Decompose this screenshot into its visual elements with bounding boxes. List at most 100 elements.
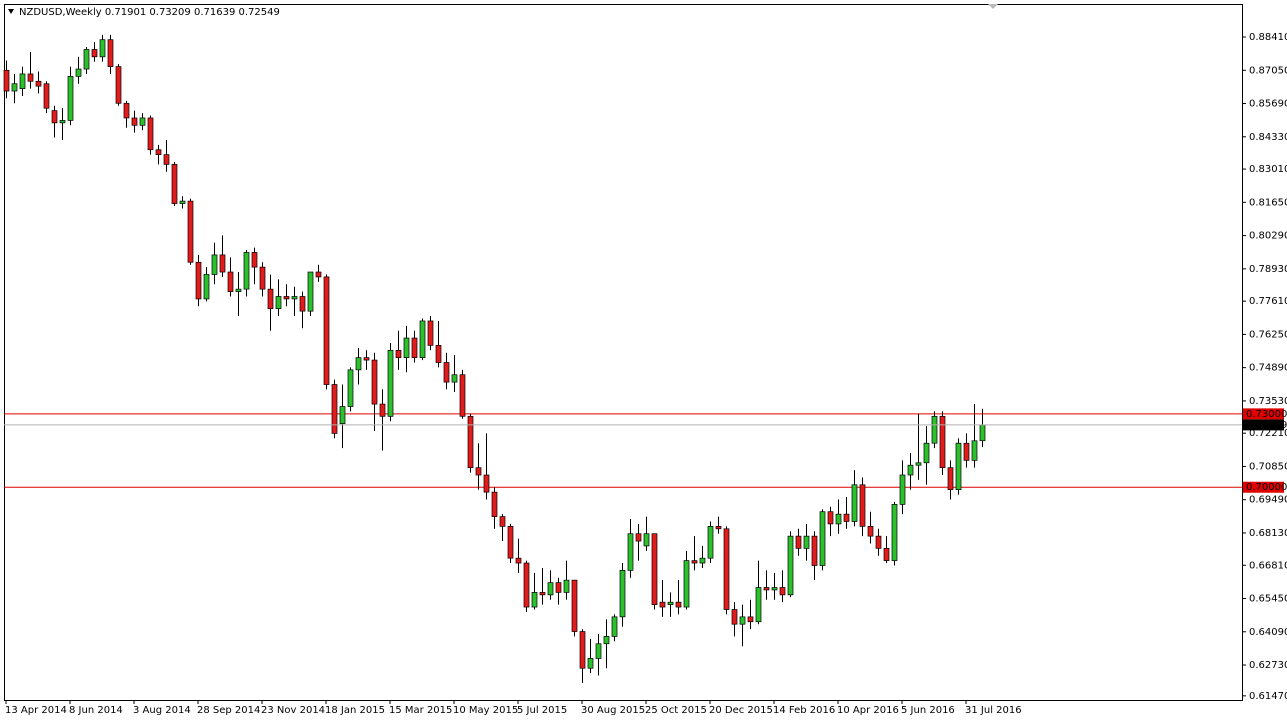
y-tick-label: 0.81650 xyxy=(1249,197,1287,208)
candle-body xyxy=(363,357,370,361)
candle-body xyxy=(691,560,698,564)
candle-body xyxy=(667,601,674,605)
candle-body xyxy=(275,296,282,310)
candle-body xyxy=(59,120,66,124)
candle-body xyxy=(35,80,42,87)
x-tick-label: 5 Jun 2016 xyxy=(901,705,955,716)
candle-body xyxy=(947,467,954,491)
candle-body xyxy=(875,535,882,549)
candle-body xyxy=(115,66,122,104)
candle-body xyxy=(251,252,258,268)
candle-body xyxy=(179,200,186,204)
candle-body xyxy=(499,516,506,527)
candle-body xyxy=(419,320,426,358)
x-tick-label: 28 Sep 2014 xyxy=(197,705,260,716)
candle-body xyxy=(75,68,82,77)
candle-body xyxy=(467,415,474,469)
y-tick-label: 0.73530 xyxy=(1249,396,1287,407)
candle-body xyxy=(579,631,586,669)
level-label: 0.70000 xyxy=(1246,482,1287,493)
candle-body xyxy=(187,200,194,263)
candle-body xyxy=(955,442,962,491)
y-tick-label: 0.83010 xyxy=(1249,164,1287,175)
candle-body xyxy=(267,288,274,310)
candle-body xyxy=(283,296,290,300)
candle-body xyxy=(211,254,218,275)
candle-body xyxy=(659,601,666,608)
level-label-box xyxy=(1243,481,1284,493)
y-tick-label: 0.65450 xyxy=(1249,594,1287,605)
menu-arrow[interactable] xyxy=(8,9,14,14)
shift-marker xyxy=(988,4,998,9)
candle-body xyxy=(739,616,746,625)
candle-body xyxy=(883,548,890,561)
x-tick-label: 13 Apr 2014 xyxy=(5,705,67,716)
candle-body xyxy=(851,484,858,522)
y-tick-label: 0.88410 xyxy=(1249,32,1287,43)
y-tick-label: 0.84330 xyxy=(1249,132,1287,143)
candle-body xyxy=(91,49,98,58)
candle-body xyxy=(299,296,306,312)
candle-body xyxy=(611,616,618,637)
candle-body xyxy=(675,601,682,608)
candle-body xyxy=(139,117,146,126)
candle-body xyxy=(43,83,50,109)
x-tick-label: 10 May 2015 xyxy=(453,705,518,716)
x-tick-label: 10 Apr 2016 xyxy=(837,705,899,716)
candle-body xyxy=(683,560,690,608)
y-tick-label: 0.61470 xyxy=(1249,691,1287,702)
candle-body xyxy=(891,504,898,561)
y-tick-label: 0.66810 xyxy=(1249,560,1287,571)
y-tick-label: 0.68130 xyxy=(1249,528,1287,539)
candle-body xyxy=(603,636,610,645)
candle-body xyxy=(915,462,922,466)
candle-body xyxy=(843,513,850,522)
candle-body xyxy=(963,442,970,461)
candle-body xyxy=(307,271,314,312)
candle-body xyxy=(619,570,626,618)
candle-body xyxy=(427,320,434,346)
x-tick-label: 20 Dec 2015 xyxy=(709,705,773,716)
candle-body xyxy=(787,535,794,596)
candle-body xyxy=(907,464,914,476)
candle-body xyxy=(387,349,394,417)
candle-body xyxy=(779,587,786,596)
candle-body xyxy=(555,582,562,593)
price-label-box xyxy=(1243,419,1284,431)
y-tick-label: 0.78930 xyxy=(1249,264,1287,275)
candle-body xyxy=(723,528,730,610)
y-tick-label: 0.64090 xyxy=(1249,627,1287,638)
candle-body xyxy=(347,369,354,407)
candle-body xyxy=(795,535,802,549)
y-tick-label: 0.62730 xyxy=(1249,660,1287,671)
candle-body xyxy=(523,562,530,608)
candle-body xyxy=(803,535,810,549)
candle-body xyxy=(715,526,722,530)
candle-body xyxy=(811,535,818,566)
candle-body xyxy=(491,491,498,517)
candle-body xyxy=(531,592,538,608)
y-tick-label: 0.80290 xyxy=(1249,231,1287,242)
candle-body xyxy=(27,73,34,82)
candle-body xyxy=(235,288,242,292)
candle-body xyxy=(19,73,26,89)
candle-body xyxy=(123,102,130,119)
candle-body xyxy=(539,592,546,596)
candle-body xyxy=(595,643,602,659)
x-tick-label: 5 Jul 2015 xyxy=(517,705,567,716)
y-tick-label: 0.76250 xyxy=(1249,329,1287,340)
x-tick-label: 30 Aug 2015 xyxy=(581,705,645,716)
candle-body xyxy=(755,587,762,623)
candle-body xyxy=(195,261,202,300)
candle-body xyxy=(507,526,514,559)
candle-body xyxy=(291,296,298,300)
y-tick-label: 0.87050 xyxy=(1249,65,1287,76)
candle-body xyxy=(203,274,210,300)
candle-body xyxy=(587,658,594,669)
y-tick-label: 0.77610 xyxy=(1249,296,1287,307)
candle-body xyxy=(171,164,178,204)
candle-body xyxy=(315,271,322,278)
candle-body xyxy=(571,579,578,632)
y-tick-label: 0.70850 xyxy=(1249,461,1287,472)
x-tick-label: 3 Aug 2014 xyxy=(133,705,191,716)
